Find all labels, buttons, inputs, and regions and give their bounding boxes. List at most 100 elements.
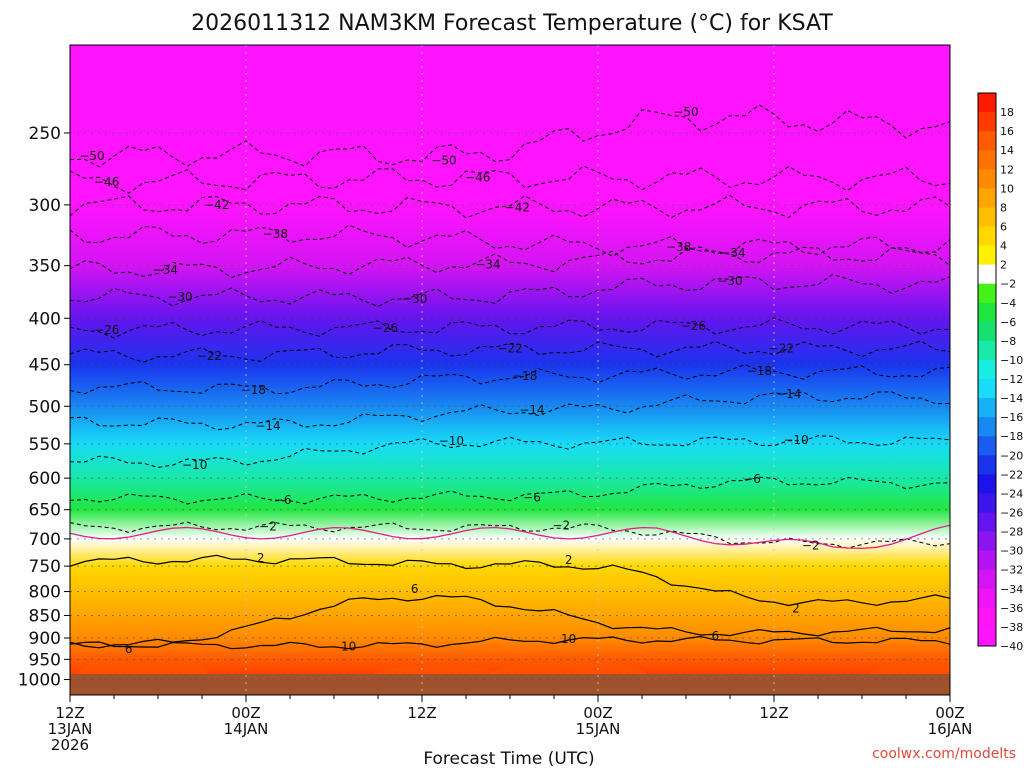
contour-label: −18 [241, 383, 266, 397]
x-tick-label: 13JAN [48, 720, 93, 738]
colorbar-label: −34 [1000, 583, 1023, 596]
colorbar-label: 10 [1000, 182, 1014, 195]
colorbar-cell [978, 474, 996, 494]
contour-label: −42 [505, 200, 530, 214]
colorbar-cell [978, 302, 996, 323]
isotherm-line [70, 165, 950, 194]
x-tick-label: 2026 [51, 736, 89, 754]
colorbar-label: −8 [1000, 335, 1016, 348]
colorbar-cell [978, 569, 996, 590]
colorbar-label: −10 [1000, 354, 1023, 367]
contour-label: 6 [125, 642, 133, 656]
colorbar-cell [978, 417, 996, 437]
colorbar-cell [978, 588, 996, 609]
contour-label: −22 [769, 342, 794, 356]
contour-label: 10 [341, 640, 356, 654]
colorbar-cell [978, 150, 996, 170]
isotherm-line [70, 635, 950, 650]
isotherm-line [70, 340, 950, 363]
contour-label: −46 [465, 171, 490, 185]
credit-text: coolwx.com/modelts [872, 746, 1016, 762]
isotherm-line [70, 194, 950, 219]
colorbar-label: −12 [1000, 373, 1023, 386]
isotherm-line [70, 273, 950, 308]
colorbar-cell [978, 188, 996, 208]
colorbar-cell [978, 379, 996, 399]
x-tick-label: 16JAN [928, 720, 973, 738]
isotherm-line [70, 435, 950, 468]
contour-label: 2 [257, 551, 265, 565]
colorbar-label: −26 [1000, 507, 1023, 520]
isotherm-line [70, 476, 950, 505]
y-tick-label: 900 [29, 629, 61, 649]
contour-label: −38 [666, 240, 691, 254]
y-tick-label: 600 [29, 469, 61, 489]
colorbar-label: 4 [1000, 240, 1007, 253]
colorbar-cell [978, 264, 996, 285]
contour-label: −50 [431, 153, 456, 167]
y-tick-label: 350 [29, 257, 61, 277]
y-tick-label: 850 [29, 606, 61, 626]
isotherm-line [70, 246, 950, 279]
colorbar-cell [978, 626, 996, 647]
colorbar-cell [978, 283, 996, 304]
colorbar-cell [978, 436, 996, 456]
contour-label: −10 [439, 434, 464, 448]
contour-label: −10 [182, 458, 207, 472]
x-tick-label: 12Z [759, 704, 788, 722]
contour-label: −14 [519, 403, 544, 417]
contour-label: −26 [94, 323, 119, 337]
freezing-line [70, 524, 950, 550]
colorbar-cell [978, 359, 996, 380]
colorbar-cell [978, 340, 996, 361]
x-tick-label: 12Z [407, 704, 436, 722]
x-tick-label: 00Z [935, 704, 964, 722]
colorbar-label: −30 [1000, 545, 1023, 558]
colorbar-cell [978, 550, 996, 571]
colorbar-frame [977, 92, 997, 647]
y-tick-label: 1000 [18, 671, 61, 691]
y-tick-label: 650 [29, 501, 61, 521]
colorbar-label: 12 [1000, 163, 1014, 176]
contour-label: −18 [747, 364, 772, 378]
contour-label: −2 [802, 539, 820, 553]
contour-label: −34 [153, 263, 178, 277]
contour-label: −2 [552, 519, 570, 533]
contour-label: −26 [681, 319, 706, 333]
contour-label: −46 [94, 175, 119, 189]
plot-area: −50 −50 −50 −46 −46 −42 −42 −38 −38 −34 −34 −34 −30 −… [69, 44, 951, 696]
colorbar: 18 16 14 12 10 8 6 4 2 −2 −4 −6 −8 −10 −12 −14 −16 −18 −20… [977, 92, 1023, 653]
colorbar-label: −16 [1000, 411, 1023, 424]
colorbar-cell [978, 531, 996, 552]
y-tick-label: 500 [29, 397, 61, 417]
colorbar-label: −38 [1000, 621, 1023, 634]
y-tick-label: 700 [29, 530, 61, 550]
contour-label: −34 [720, 246, 745, 260]
isotherm-line [70, 317, 950, 339]
isotherm-line [70, 594, 950, 649]
colorbar-cell [978, 512, 996, 533]
colorbar-label: −32 [1000, 564, 1023, 577]
colorbar-cell [978, 607, 996, 628]
contour-label: −30 [717, 274, 742, 288]
isotherm-line [70, 391, 950, 431]
contour-label: −38 [263, 227, 288, 241]
contour-label: −42 [204, 198, 229, 212]
y-tick-label: 950 [29, 650, 61, 670]
colorbar-cell [978, 131, 996, 151]
y-tick-label: 800 [29, 583, 61, 603]
contour-label: −22 [497, 342, 522, 356]
contour-label: −30 [167, 290, 192, 304]
contour-label: −6 [523, 490, 541, 504]
x-tick-label: 15JAN [576, 720, 621, 738]
x-tick-label: 14JAN [224, 720, 269, 738]
colorbar-label: −22 [1000, 468, 1023, 481]
x-axis-label: Forecast Time (UTC) [423, 749, 594, 768]
colorbar-label: 14 [1000, 144, 1014, 157]
colorbar-label: −20 [1000, 449, 1023, 462]
colorbar-label: −24 [1000, 487, 1023, 500]
y-tick-label: 300 [29, 196, 61, 216]
contour-label: −2 [259, 519, 277, 533]
